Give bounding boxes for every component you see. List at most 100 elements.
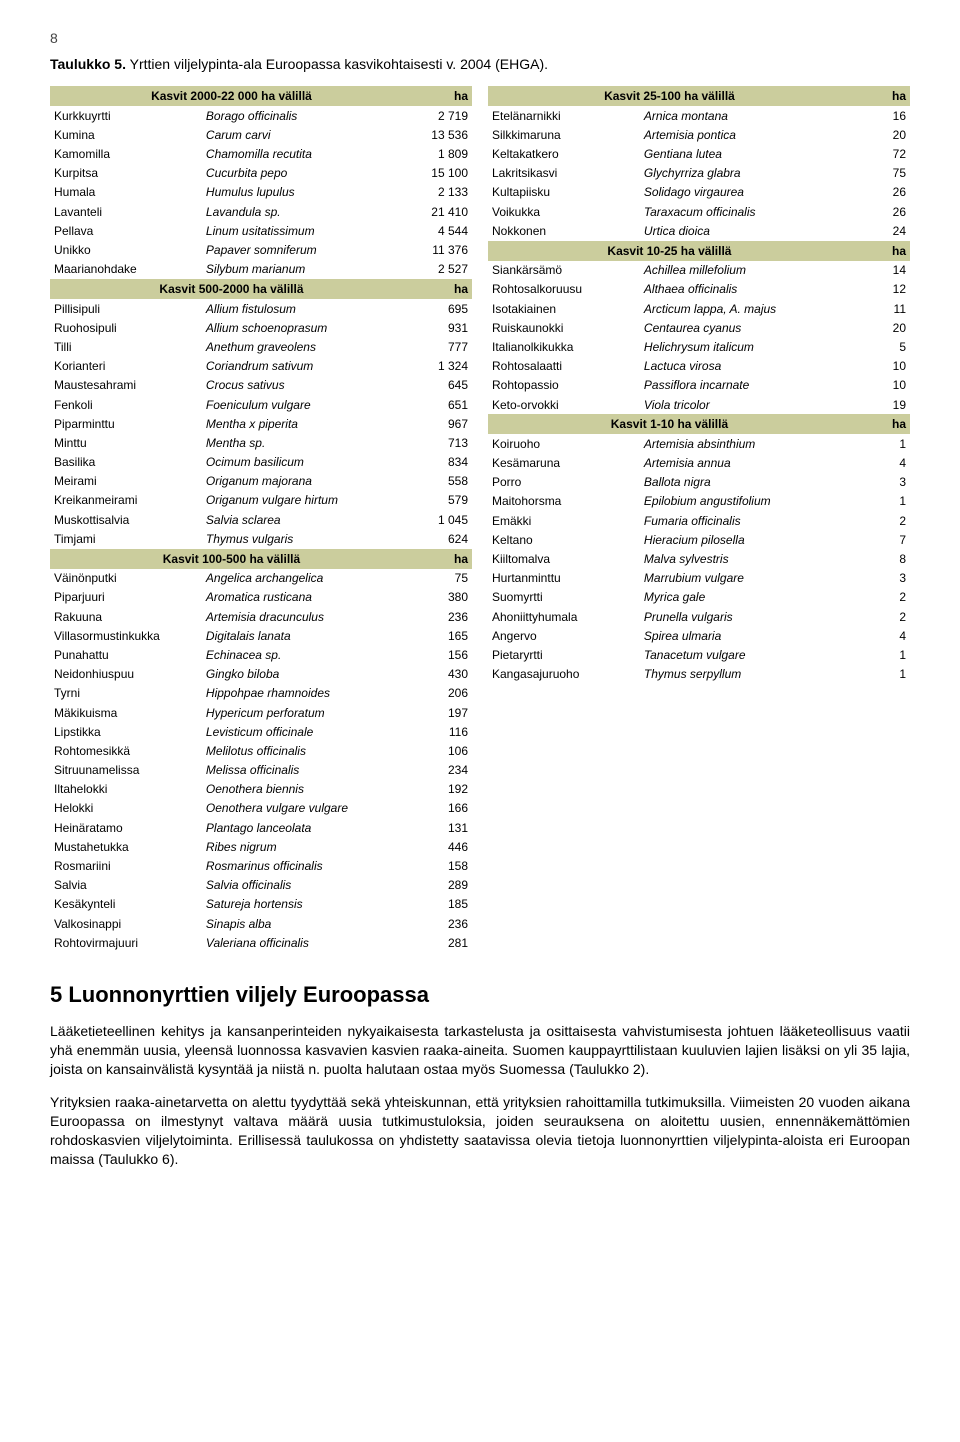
table-row: HurtanminttuMarrubium vulgare3 xyxy=(488,569,910,588)
common-name: Rohtosalaatti xyxy=(488,357,640,376)
group-title: Kasvit 100-500 ha välillä xyxy=(50,549,413,569)
table-row: AngervoSpirea ulmaria4 xyxy=(488,626,910,645)
latin-name: Salvia officinalis xyxy=(202,876,413,895)
common-name: Kultapiisku xyxy=(488,183,640,202)
latin-name: Artemisia absinthium xyxy=(640,434,851,453)
common-name: Kurkkuyrtti xyxy=(50,106,202,125)
area-value: 166 xyxy=(413,799,472,818)
latin-name: Artemisia dracunculus xyxy=(202,607,413,626)
right-column: Kasvit 25-100 ha välillähaEtelänarnikkiA… xyxy=(488,86,910,952)
area-value: 14 xyxy=(851,261,910,280)
table-row: KesämarunaArtemisia annua4 xyxy=(488,454,910,473)
table-row: PellavaLinum usitatissimum4 544 xyxy=(50,221,472,240)
latin-name: Salvia sclarea xyxy=(202,510,413,529)
table-row: RuiskaunokkiCentaurea cyanus20 xyxy=(488,318,910,337)
table-row: LipstikkaLevisticum officinale116 xyxy=(50,722,472,741)
latin-name: Echinacea sp. xyxy=(202,645,413,664)
table-row: PillisipuliAllium fistulosum695 xyxy=(50,299,472,318)
table-row: KreikanmeiramiOriganum vulgare hirtum579 xyxy=(50,491,472,510)
latin-name: Carum carvi xyxy=(202,125,413,144)
latin-name: Viola tricolor xyxy=(640,395,851,414)
area-value: 26 xyxy=(851,183,910,202)
latin-name: Artemisia annua xyxy=(640,454,851,473)
common-name: Mäkikuisma xyxy=(50,703,202,722)
common-name: Nokkonen xyxy=(488,221,640,240)
area-value: 624 xyxy=(413,529,472,548)
table-row: MustahetukkaRibes nigrum446 xyxy=(50,837,472,856)
left-table: Kasvit 2000-22 000 ha välillähaKurkkuyrt… xyxy=(50,86,472,952)
common-name: Lakritsikasvi xyxy=(488,164,640,183)
latin-name: Lavandula sp. xyxy=(202,202,413,221)
group-unit: ha xyxy=(413,549,472,569)
table-row: SilkkimarunaArtemisia pontica20 xyxy=(488,125,910,144)
common-name: Muskottisalvia xyxy=(50,510,202,529)
common-name: Silkkimaruna xyxy=(488,125,640,144)
latin-name: Humulus lupulus xyxy=(202,183,413,202)
common-name: Kiiltomalva xyxy=(488,550,640,569)
area-value: 156 xyxy=(413,645,472,664)
common-name: Korianteri xyxy=(50,357,202,376)
common-name: Sitruunamelissa xyxy=(50,761,202,780)
area-value: 11 376 xyxy=(413,241,472,260)
common-name: Pietaryrtti xyxy=(488,645,640,664)
latin-name: Crocus sativus xyxy=(202,376,413,395)
latin-name: Mentha x piperita xyxy=(202,414,413,433)
table-row: VoikukkaTaraxacum officinalis26 xyxy=(488,202,910,221)
latin-name: Fumaria officinalis xyxy=(640,511,851,530)
area-value: 1 xyxy=(851,434,910,453)
latin-name: Melilotus officinalis xyxy=(202,741,413,760)
area-value: 558 xyxy=(413,472,472,491)
latin-name: Marrubium vulgare xyxy=(640,569,851,588)
common-name: Kumina xyxy=(50,125,202,144)
common-name: Ahoniittyhumala xyxy=(488,607,640,626)
common-name: Salvia xyxy=(50,876,202,895)
table-row: PiparminttuMentha x piperita967 xyxy=(50,414,472,433)
table-row: RohtosalaattiLactuca virosa10 xyxy=(488,357,910,376)
area-value: 165 xyxy=(413,626,472,645)
common-name: Angervo xyxy=(488,626,640,645)
common-name: Helokki xyxy=(50,799,202,818)
table-row: KurkkuyrttiBorago officinalis2 719 xyxy=(50,106,472,125)
caption-bold: Taulukko 5. xyxy=(50,56,126,72)
group-unit: ha xyxy=(851,86,910,106)
common-name: Keto-orvokki xyxy=(488,395,640,414)
latin-name: Aromatica rusticana xyxy=(202,588,413,607)
latin-name: Lactuca virosa xyxy=(640,357,851,376)
latin-name: Gentiana lutea xyxy=(640,145,851,164)
area-value: 11 xyxy=(851,299,910,318)
table-row: RohtopassioPassiflora incarnate10 xyxy=(488,376,910,395)
common-name: Väinönputki xyxy=(50,569,202,588)
table-header-row: Kasvit 2000-22 000 ha välilläha xyxy=(50,86,472,106)
table-row: KoiruohoArtemisia absinthium1 xyxy=(488,434,910,453)
common-name: Punahattu xyxy=(50,645,202,664)
area-value: 75 xyxy=(413,569,472,588)
table-row: NeidonhiuspuuGingko biloba430 xyxy=(50,665,472,684)
common-name: Ruohosipuli xyxy=(50,318,202,337)
latin-name: Prunella vulgaris xyxy=(640,607,851,626)
table-header-row: Kasvit 500-2000 ha välilläha xyxy=(50,279,472,299)
table-row: KiiltomalvaMalva sylvestris8 xyxy=(488,550,910,569)
area-value: 75 xyxy=(851,164,910,183)
caption-rest: Yrttien viljelypinta-ala Euroopassa kasv… xyxy=(126,56,548,72)
area-value: 1 xyxy=(851,665,910,684)
right-table: Kasvit 25-100 ha välillähaEtelänarnikkiA… xyxy=(488,86,910,684)
latin-name: Spirea ulmaria xyxy=(640,626,851,645)
area-value: 446 xyxy=(413,837,472,856)
group-title: Kasvit 1-10 ha välillä xyxy=(488,414,851,434)
latin-name: Hieracium pilosella xyxy=(640,530,851,549)
latin-name: Cucurbita pepo xyxy=(202,164,413,183)
latin-name: Althaea officinalis xyxy=(640,280,851,299)
common-name: Rohtosalkoruusu xyxy=(488,280,640,299)
group-title: Kasvit 500-2000 ha välillä xyxy=(50,279,413,299)
table-row: VillasormustinkukkaDigitalais lanata165 xyxy=(50,626,472,645)
latin-name: Oenothera biennis xyxy=(202,780,413,799)
common-name: Suomyrtti xyxy=(488,588,640,607)
area-value: 20 xyxy=(851,318,910,337)
table-row: SitruunamelissaMelissa officinalis234 xyxy=(50,761,472,780)
latin-name: Thymus vulgaris xyxy=(202,529,413,548)
table-row: PunahattuEchinacea sp.156 xyxy=(50,645,472,664)
area-value: 645 xyxy=(413,376,472,395)
section-heading: 5 Luonnonyrttien viljely Euroopassa xyxy=(50,982,910,1008)
table-row: MeiramiOriganum majorana558 xyxy=(50,472,472,491)
table-row: RohtovirmajuuriValeriana officinalis281 xyxy=(50,933,472,952)
